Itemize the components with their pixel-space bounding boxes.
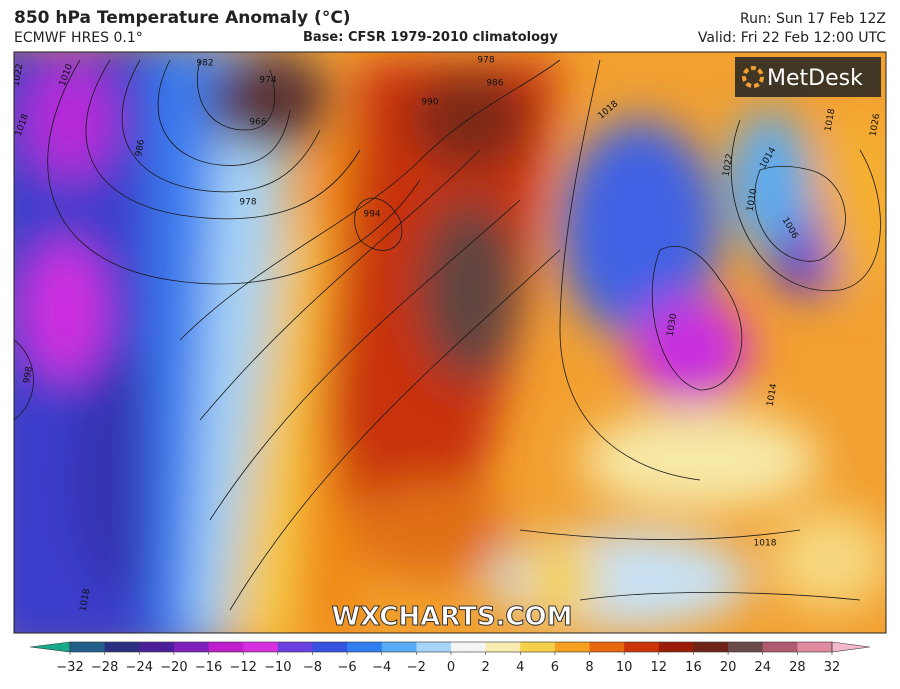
colorbar-tick-label: 24 bbox=[754, 660, 771, 675]
colorbar-tick-label: 20 bbox=[720, 660, 737, 675]
colorbar-tick-label: −20 bbox=[160, 660, 187, 675]
colorbar-tick-label: −8 bbox=[303, 660, 322, 675]
colorbar-tick-label: 32 bbox=[824, 660, 841, 675]
colorbar-segment bbox=[173, 642, 210, 652]
colorbar-segment bbox=[208, 642, 244, 652]
colorbar-tick-label: −12 bbox=[229, 660, 256, 675]
colorbar-segment bbox=[693, 642, 729, 652]
colorbar-segment bbox=[589, 642, 625, 652]
colorbar-segment bbox=[520, 642, 556, 652]
colorbar-segment bbox=[70, 642, 106, 652]
isobar-label: 974 bbox=[259, 76, 276, 86]
colorbar-segment bbox=[416, 642, 452, 652]
colorbar-tick-label: 0 bbox=[447, 660, 455, 675]
run: Run: Sun 17 Feb 12Z bbox=[739, 11, 886, 27]
colorbar-tick-label: 10 bbox=[616, 660, 633, 675]
colorbar-segment bbox=[139, 642, 175, 652]
colorbar-end bbox=[29, 641, 71, 653]
colorbar-segment bbox=[277, 642, 313, 652]
colorbar-tick-label: 16 bbox=[685, 660, 702, 675]
isobar-label: 986 bbox=[134, 138, 147, 157]
isobars bbox=[14, 59, 881, 611]
colorbar-segment bbox=[312, 642, 348, 652]
isobar-label: 1018 bbox=[824, 108, 838, 133]
colorbar-tick-label: −16 bbox=[195, 660, 222, 675]
isobar-label: 966 bbox=[249, 118, 266, 128]
colorbar: −32 −28 −24 −20 −16 −12 −10 −8 −6 −4 −2 0 2 4 6 8 10 12 16… bbox=[29, 641, 871, 675]
colorbar-tick-label: −2 bbox=[407, 660, 426, 675]
isobar-label: 978 bbox=[239, 198, 256, 208]
colorbar-tick-label: −32 bbox=[56, 660, 83, 675]
model: ECMWF HRES 0.1° bbox=[14, 30, 143, 46]
watermark: WXCHARTS.COM bbox=[331, 602, 572, 632]
isobar-label: 998 bbox=[22, 365, 35, 384]
isobar-label: 1026 bbox=[869, 113, 883, 138]
isobar-label: 990 bbox=[421, 98, 438, 108]
title: 850 hPa Temperature Anomaly (°C) bbox=[14, 8, 351, 28]
colorbar-tick-label: 12 bbox=[651, 660, 668, 675]
colorbar-tick-label: −28 bbox=[91, 660, 118, 675]
base: Base: CFSR 1979-2010 climatology bbox=[303, 30, 558, 45]
colorbar-segment bbox=[554, 642, 591, 652]
colorbar-tick-label: 2 bbox=[481, 660, 489, 675]
colorbar-end bbox=[831, 641, 871, 653]
map-frame bbox=[13, 51, 887, 634]
colorbar-tick-label: 8 bbox=[585, 660, 593, 675]
anomaly-field: 1022 1010 982 974 966 986 978 1018 990 9… bbox=[12, 52, 886, 633]
logo-text: MetDesk bbox=[767, 66, 863, 91]
colorbar-segment bbox=[762, 642, 798, 652]
colorbar-tick-label: 4 bbox=[516, 660, 524, 675]
colorbar-segment bbox=[347, 642, 383, 652]
colorbar-tick-label: 6 bbox=[551, 660, 559, 675]
colorbar-segment bbox=[243, 642, 279, 652]
colorbar-tick-label: 28 bbox=[789, 660, 806, 675]
colorbar-segment bbox=[381, 642, 417, 652]
isobar-label: 1030 bbox=[666, 313, 680, 338]
isobar-label: 1022 bbox=[722, 153, 736, 177]
colorbar-tick-label: −10 bbox=[264, 660, 291, 675]
isobar-label: 978 bbox=[477, 56, 494, 66]
isobar-label: 986 bbox=[486, 79, 503, 89]
isobar-label: 1014 bbox=[766, 383, 780, 408]
colorbar-segment bbox=[104, 642, 140, 652]
valid: Valid: Fri 22 Feb 12:00 UTC bbox=[697, 30, 886, 46]
logo: MetDesk bbox=[735, 57, 881, 97]
colorbar-segment bbox=[624, 642, 660, 652]
colorbar-segment bbox=[797, 642, 833, 652]
colorbar-segment bbox=[728, 642, 764, 652]
colorbar-tick-label: −24 bbox=[126, 660, 153, 675]
isobar-label: 1018 bbox=[754, 539, 777, 549]
colorbar-tick-label: −4 bbox=[372, 660, 391, 675]
isobar-label: 1010 bbox=[746, 188, 760, 213]
colorbar-segment bbox=[658, 642, 694, 652]
isobar-label: 994 bbox=[363, 210, 380, 220]
isobar-label: 982 bbox=[196, 59, 213, 69]
colorbar-tick-label: −6 bbox=[338, 660, 357, 675]
isobar-label: 1022 bbox=[12, 63, 26, 87]
isobar-label: 1018 bbox=[79, 588, 93, 613]
colorbar-segment bbox=[451, 642, 487, 652]
colorbar-segment bbox=[485, 642, 521, 652]
